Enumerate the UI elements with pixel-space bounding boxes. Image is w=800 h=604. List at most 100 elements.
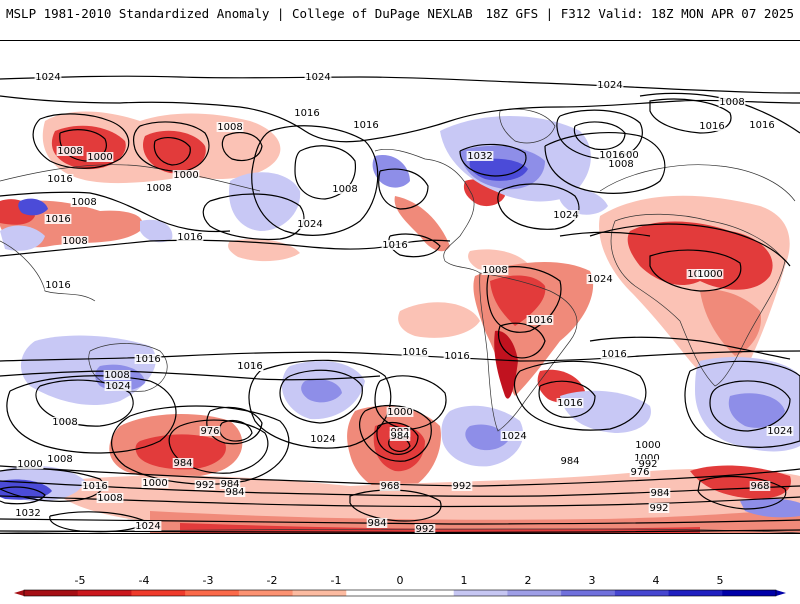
isobar-1000-antarctica <box>0 518 800 525</box>
isobar-1000-asia2 <box>153 137 191 166</box>
isobar-label: 1032 <box>467 151 492 162</box>
anomaly-pos-asia-northwest <box>0 225 45 251</box>
anomaly-neg-andes <box>494 330 518 399</box>
isobar-label: 1000 <box>173 170 198 181</box>
isobar-label-bg <box>61 236 89 246</box>
isobar-label: 1016 <box>557 398 582 409</box>
isobar-1016-npacific <box>251 125 379 236</box>
isobar-1016-south-band2 <box>0 370 381 381</box>
isobar-label-bg <box>224 487 246 497</box>
isobar-label: 1008 <box>57 146 82 157</box>
isobar-label-bg <box>16 459 44 469</box>
isobar-label: 1000 <box>387 407 412 418</box>
anomaly-pos-drake-core <box>465 424 508 451</box>
isobar-label-bg <box>81 481 109 491</box>
colorbar-tick-label: 3 <box>589 574 596 587</box>
isobar-label-bg <box>586 274 614 284</box>
isobar-label-bg <box>141 478 169 488</box>
anomaly-pos-far-south-east <box>740 498 800 518</box>
colorbar-swatch <box>238 590 294 596</box>
isobar-label: 1008 <box>97 493 122 504</box>
isobar-label-bg <box>199 426 221 436</box>
isobar-label-bg <box>749 481 771 491</box>
isobar-label-bg <box>366 518 388 528</box>
anomaly-neg-asia-north-mid2 <box>142 130 206 174</box>
isobar-1008-samerica <box>486 266 562 333</box>
colorbar-swatch <box>453 590 508 596</box>
isobar-label-bg <box>104 381 132 391</box>
isobar-1024-southwest <box>49 511 146 533</box>
isobar-label-bg <box>14 508 42 518</box>
isobar-label-bg <box>451 481 473 491</box>
colorbar-tick-label: -1 <box>331 574 342 587</box>
isobar-label-bg <box>629 467 651 477</box>
colorbar-swatch <box>561 590 616 596</box>
coast-africa <box>610 213 786 387</box>
isobar-label: 1000 <box>142 478 167 489</box>
colorbar-swatch <box>131 590 186 596</box>
isobar-label: 1016 <box>82 481 107 492</box>
isobar-label: 1032 <box>15 508 40 519</box>
isobar-label-bg <box>304 72 332 82</box>
isobar-label-bg <box>34 72 62 82</box>
isobar-label: 1000 <box>697 269 722 280</box>
isobar-1032-canada <box>459 143 527 177</box>
isobar-labels: 1024 102410161008100810161000100810001016… <box>14 72 794 533</box>
isobar-label-bg <box>612 150 640 160</box>
isobar-label-bg <box>296 219 324 229</box>
isobar-label-bg <box>176 232 204 242</box>
anomaly-pos-nw-america <box>372 155 410 188</box>
isobar-label: 1016 <box>135 354 160 365</box>
isobar-label-bg <box>696 269 724 279</box>
isobar-label-bg <box>103 370 131 380</box>
isobar-label-bg <box>559 456 581 466</box>
colorbar-tick-label: 1 <box>461 574 468 587</box>
isobar-992-circumpolar <box>0 465 800 487</box>
colorbar-tick-label: 0 <box>397 574 404 587</box>
isobar-label: 1024 <box>767 426 792 437</box>
header: MSLP 1981-2010 Standardized Anomaly | Co… <box>0 0 800 30</box>
colorbar-swatch <box>77 590 132 596</box>
isobar-label-bg <box>748 120 776 130</box>
isobar-1024-south-indian <box>35 379 134 427</box>
colorbar-ticks: -5 -4 -3 -2 -1 0 1 2 3 4 5 <box>75 574 724 587</box>
isobar-1016-indian-ocean <box>589 336 791 360</box>
isobar-label-bg <box>293 108 321 118</box>
isobar-label-bg <box>596 80 624 90</box>
anomaly-shading <box>0 111 800 533</box>
colorbar-tick-label: 5 <box>717 574 724 587</box>
colorbar-swatch <box>346 590 401 596</box>
coast-greenland <box>499 108 556 144</box>
isobar-label-bg <box>556 398 584 408</box>
isobar-1016-atlantic <box>544 132 666 194</box>
isobar-label-bg <box>379 481 401 491</box>
isobar-label: 1024 <box>501 431 526 442</box>
isobar-label: 1008 <box>146 183 171 194</box>
isobar-label: 992 <box>649 503 668 514</box>
isobar-1008-asia3 <box>221 132 263 162</box>
isobar-label: 1016 <box>237 361 262 372</box>
isobar-label-bg <box>86 152 114 162</box>
isobar-label-bg <box>216 122 244 132</box>
isobar-label-bg <box>389 431 411 441</box>
isobar-1000-africa <box>649 249 742 292</box>
isobar-label: 984 <box>650 488 669 499</box>
isobar-label: 1016 <box>177 232 202 243</box>
colorbar-swatch <box>668 590 723 596</box>
isobar-label-bg <box>381 240 409 250</box>
isobar-label-bg <box>633 453 661 463</box>
isobar-label: 984 <box>367 518 386 529</box>
isobar-label-bg <box>500 431 528 441</box>
colorbar-swatches <box>14 589 786 597</box>
isobar-label: 1016 <box>45 214 70 225</box>
anomaly-neg-southern-belt <box>60 468 800 528</box>
isobar-label-bg <box>718 97 746 107</box>
isobar-label: 1008 <box>608 159 633 170</box>
isobar-label: 1008 <box>332 184 357 195</box>
map-title: MSLP 1981-2010 Standardized Anomaly | Co… <box>6 6 473 21</box>
isobar-1008-south-atlantic <box>538 380 596 418</box>
isobar-label-bg <box>401 347 429 357</box>
isobar-label: 968 <box>750 481 769 492</box>
colorbar-outline <box>23 589 777 597</box>
isobar-label-bg <box>46 174 74 184</box>
